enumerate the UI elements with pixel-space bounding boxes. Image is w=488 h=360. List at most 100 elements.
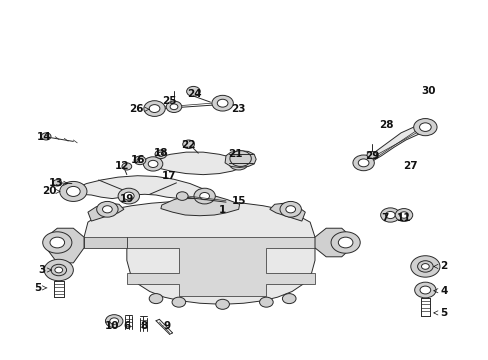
Circle shape <box>51 264 66 276</box>
Text: 13: 13 <box>48 178 67 188</box>
Circle shape <box>414 282 435 298</box>
Circle shape <box>217 99 227 107</box>
Text: 5: 5 <box>433 308 447 318</box>
Text: 23: 23 <box>231 104 245 114</box>
Circle shape <box>143 157 163 171</box>
Circle shape <box>66 186 80 197</box>
Circle shape <box>166 101 182 112</box>
Circle shape <box>172 297 185 307</box>
Circle shape <box>280 202 301 217</box>
Circle shape <box>122 163 131 170</box>
Circle shape <box>358 159 368 167</box>
Circle shape <box>285 206 295 213</box>
Text: 27: 27 <box>403 161 417 171</box>
Polygon shape <box>88 203 123 221</box>
Circle shape <box>105 315 122 328</box>
Circle shape <box>123 192 134 200</box>
Circle shape <box>215 299 229 309</box>
Text: 1: 1 <box>219 205 226 215</box>
Circle shape <box>42 232 72 253</box>
Text: 19: 19 <box>120 194 134 203</box>
Text: 10: 10 <box>105 321 119 331</box>
Polygon shape <box>84 237 126 248</box>
Circle shape <box>183 140 194 149</box>
Text: 15: 15 <box>231 196 245 206</box>
Polygon shape <box>72 176 210 199</box>
Circle shape <box>134 156 145 165</box>
Polygon shape <box>269 203 305 221</box>
Text: 9: 9 <box>163 321 170 331</box>
Circle shape <box>118 188 139 204</box>
Circle shape <box>102 206 112 213</box>
Text: 4: 4 <box>433 286 447 296</box>
Circle shape <box>97 202 118 217</box>
Circle shape <box>421 264 428 269</box>
Circle shape <box>413 118 436 136</box>
Text: 11: 11 <box>396 212 410 222</box>
Circle shape <box>380 208 399 222</box>
Circle shape <box>366 152 376 158</box>
Circle shape <box>149 294 163 303</box>
Circle shape <box>282 294 295 303</box>
Circle shape <box>158 152 163 157</box>
Circle shape <box>228 156 248 170</box>
Circle shape <box>330 232 360 253</box>
Text: 24: 24 <box>187 89 202 99</box>
Circle shape <box>53 180 61 186</box>
Circle shape <box>170 104 178 110</box>
Circle shape <box>110 318 118 324</box>
Circle shape <box>194 188 215 204</box>
Text: 18: 18 <box>153 148 168 158</box>
Polygon shape <box>146 152 243 175</box>
Text: 6: 6 <box>123 321 130 331</box>
Text: 8: 8 <box>140 321 147 331</box>
Text: 29: 29 <box>364 151 378 161</box>
Polygon shape <box>314 228 351 257</box>
Text: 21: 21 <box>228 149 243 159</box>
Circle shape <box>417 261 432 272</box>
Circle shape <box>143 101 165 116</box>
Circle shape <box>55 267 62 273</box>
Text: 3: 3 <box>38 265 51 275</box>
Polygon shape <box>224 151 256 167</box>
Circle shape <box>41 133 51 140</box>
Circle shape <box>200 193 209 200</box>
Circle shape <box>211 95 233 111</box>
Circle shape <box>233 159 243 166</box>
Text: 22: 22 <box>181 140 195 150</box>
Text: 20: 20 <box>41 186 60 197</box>
Circle shape <box>137 158 142 162</box>
Polygon shape <box>360 125 426 166</box>
Text: 16: 16 <box>131 156 145 165</box>
Circle shape <box>229 151 251 166</box>
Circle shape <box>419 123 430 131</box>
Circle shape <box>155 150 166 158</box>
Polygon shape <box>84 201 314 304</box>
Polygon shape <box>46 228 84 263</box>
Polygon shape <box>161 195 239 216</box>
Circle shape <box>44 259 73 281</box>
Circle shape <box>60 181 87 202</box>
Circle shape <box>385 211 394 219</box>
Polygon shape <box>126 237 314 296</box>
Text: 14: 14 <box>37 132 51 142</box>
Circle shape <box>186 86 200 96</box>
Circle shape <box>149 105 160 112</box>
Circle shape <box>176 192 188 201</box>
Text: 17: 17 <box>162 171 176 181</box>
Circle shape <box>259 297 273 307</box>
Text: 28: 28 <box>379 120 393 130</box>
Text: 26: 26 <box>129 104 149 114</box>
Circle shape <box>352 155 373 171</box>
Text: 12: 12 <box>115 161 129 171</box>
Circle shape <box>148 160 158 167</box>
Circle shape <box>399 212 407 218</box>
Text: 30: 30 <box>420 86 435 96</box>
Circle shape <box>50 237 64 248</box>
Text: 2: 2 <box>433 261 447 271</box>
Text: 25: 25 <box>162 96 176 107</box>
Text: 7: 7 <box>380 212 387 222</box>
Circle shape <box>410 256 439 277</box>
Text: 5: 5 <box>34 283 47 293</box>
Circle shape <box>394 208 412 221</box>
